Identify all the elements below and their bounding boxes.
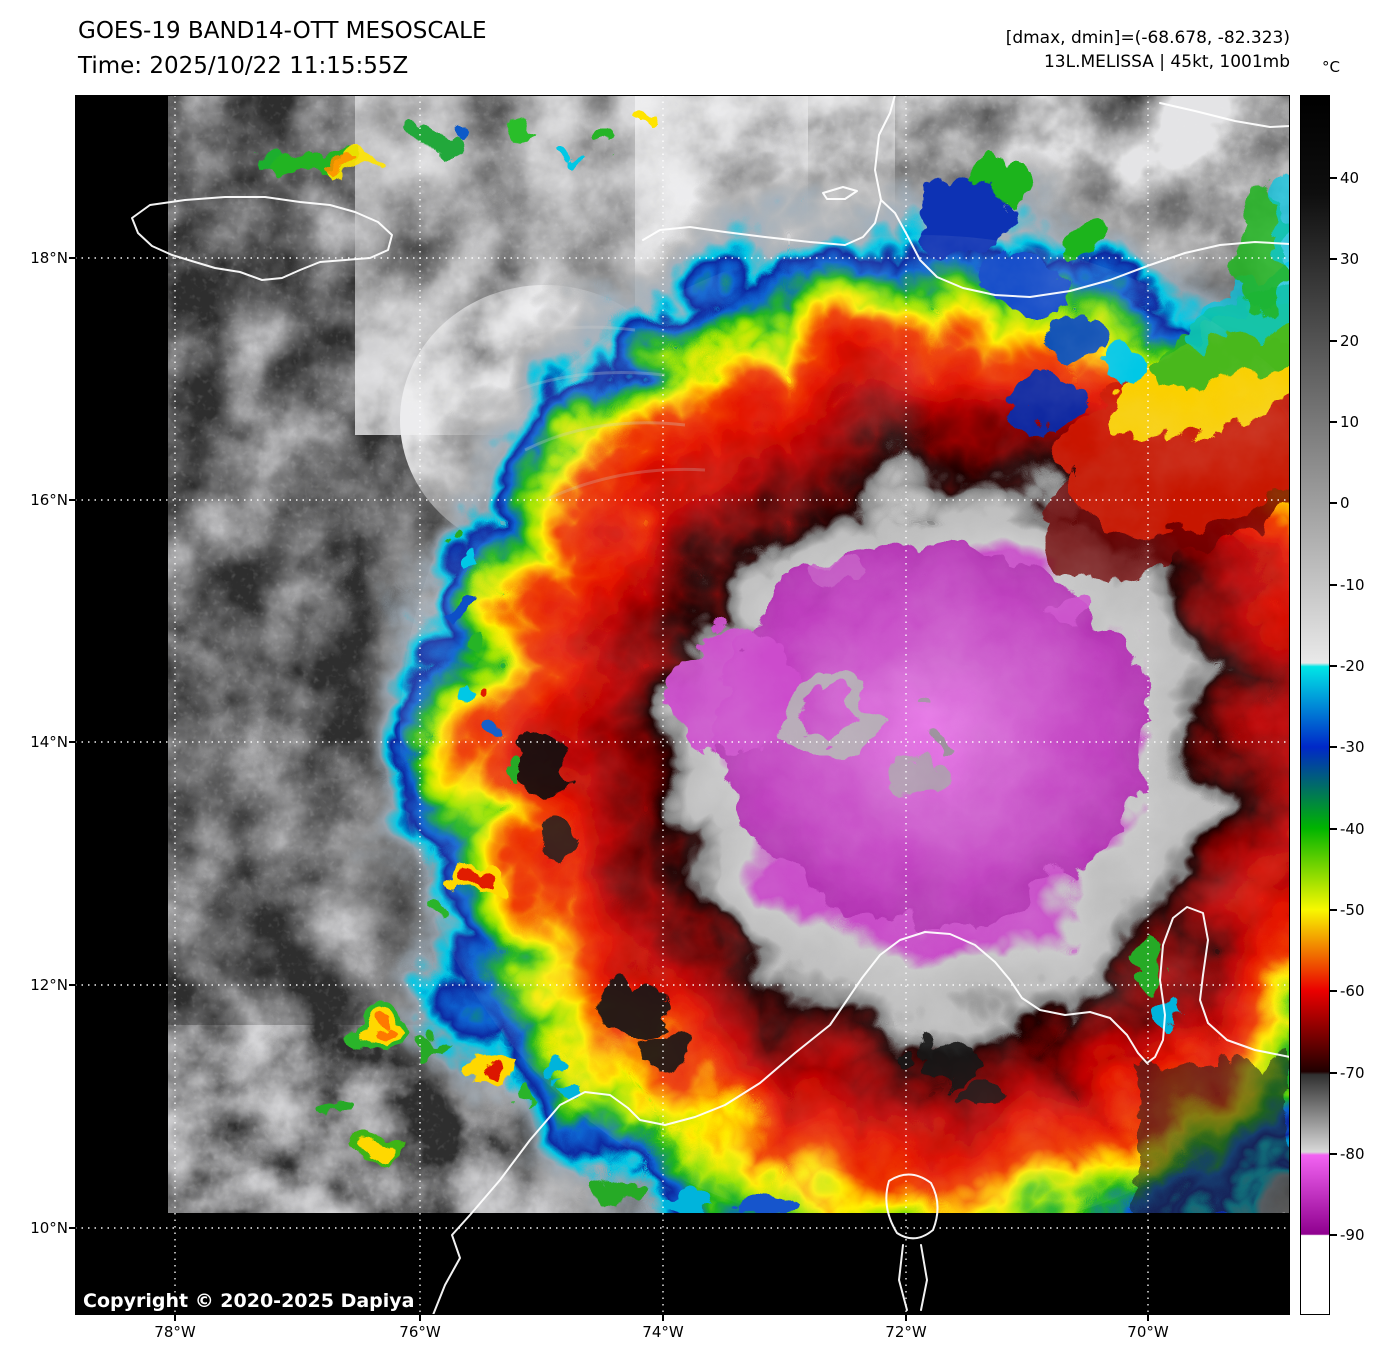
storm-info-label: 13L.MELISSA | 45kt, 1001mb <box>1043 52 1290 72</box>
jamaica-coastline <box>131 196 393 281</box>
lon-axis-label: 70°W <box>1127 1323 1169 1341</box>
convective-cells <box>242 110 1170 1205</box>
figure-title: GOES-19 BAND14-OTT MESOSCALE <box>78 18 487 44</box>
lon-axis-label: 76°W <box>399 1323 441 1341</box>
coastlines <box>131 95 1290 1315</box>
copyright-label: Copyright © 2020-2025 Dapiya <box>83 1290 414 1312</box>
lat-axis-label: 16°N <box>30 491 68 509</box>
colorbar-tick-label: -50 <box>1340 901 1365 919</box>
south-america-coastline <box>432 906 1290 1315</box>
colorbar-tick-label: -10 <box>1340 576 1365 594</box>
colorbar-tick-label: 40 <box>1340 169 1360 187</box>
colorbar-tick-label: -60 <box>1340 982 1365 1000</box>
colorbar-unit-label: °C <box>1322 58 1340 76</box>
colorbar-tick-label: 10 <box>1340 413 1360 431</box>
cirrus-streaks <box>494 325 706 502</box>
bottom-black-margin <box>75 1213 1290 1315</box>
colorbar-tick-label: -20 <box>1340 657 1365 675</box>
colorbar <box>1300 95 1330 1315</box>
gonave-island-coastline <box>822 186 858 200</box>
lon-axis-label: 74°W <box>642 1323 684 1341</box>
lake-maracaibo-coastline <box>885 1173 939 1311</box>
colorbar-tick-label: 20 <box>1340 332 1360 350</box>
map-frame <box>75 95 1290 1315</box>
colorbar-tick-label: 0 <box>1340 494 1350 512</box>
lat-axis-label: 18°N <box>30 249 68 267</box>
dmax-dmin-label: [dmax, dmin]=(-68.678, -82.323) <box>1005 28 1290 48</box>
satellite-map: Copyright © 2020-2025 Dapiya <box>75 95 1290 1315</box>
colorbar-tick-label: -80 <box>1340 1145 1365 1163</box>
colorbar-tick-label: -70 <box>1340 1064 1365 1082</box>
hispaniola-north-coastline <box>1159 102 1290 128</box>
hispaniola-coastline <box>642 95 896 246</box>
gridlines <box>75 95 1290 1315</box>
figure-titles: GOES-19 BAND14-OTT MESOSCALE Time: 2025/… <box>78 14 487 84</box>
colorbar-tick-label: -90 <box>1340 1226 1365 1244</box>
lon-axis-label: 78°W <box>154 1323 196 1341</box>
colorbar-tick-label: -30 <box>1340 738 1365 756</box>
lon-axis-label: 72°W <box>885 1323 927 1341</box>
lat-axis-label: 10°N <box>30 1219 68 1237</box>
hispaniola-south-coastline <box>880 199 1290 298</box>
time-label: Time: 2025/10/22 11:15:55Z <box>78 53 409 79</box>
colorbar-tick-label: -40 <box>1340 820 1365 838</box>
colorbar-tick-label: 30 <box>1340 250 1360 268</box>
figure-annotations: [dmax, dmin]=(-68.678, -82.323) 13L.MELI… <box>1006 26 1290 74</box>
satellite-image: Copyright © 2020-2025 Dapiya <box>75 95 1290 1315</box>
lat-axis-label: 12°N <box>30 976 68 994</box>
left-black-margin <box>75 95 168 1315</box>
dark-cells <box>504 716 1290 1213</box>
lat-axis-label: 14°N <box>30 733 68 751</box>
